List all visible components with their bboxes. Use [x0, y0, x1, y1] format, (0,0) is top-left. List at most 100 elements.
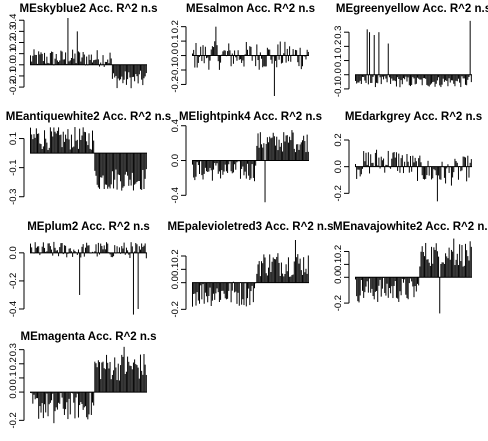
y-tick-label: -0.2: [170, 301, 181, 317]
bar: [363, 151, 365, 167]
bar: [304, 272, 306, 283]
y-tick-label: 0.2: [8, 36, 19, 49]
bar: [103, 368, 105, 393]
bar: [294, 152, 296, 161]
bar: [30, 127, 31, 154]
bar: [192, 160, 193, 165]
bar: [103, 245, 105, 253]
y-tick-label: 0.0: [8, 385, 19, 398]
bar: [104, 61, 106, 65]
bar: [424, 256, 426, 278]
bar: [378, 277, 380, 286]
bar: [130, 242, 132, 253]
bar: [32, 55, 34, 65]
bar: [111, 64, 113, 79]
bar: [303, 135, 305, 161]
bar: [136, 64, 138, 77]
bar: [405, 277, 407, 295]
bar: [199, 282, 201, 304]
bar: [448, 166, 450, 173]
bar: [49, 127, 51, 154]
bar: [193, 160, 195, 178]
bar: [74, 53, 76, 65]
bar: [285, 55, 287, 63]
bar: [231, 282, 233, 291]
bar: [124, 252, 126, 255]
bar: [262, 147, 264, 161]
bar: [466, 74, 468, 86]
chart-panel: MEplum2 Acc. R^2 n.s -0.4 -0.2 0.0: [8, 221, 150, 317]
bar: [365, 152, 367, 167]
bar: [370, 277, 372, 293]
bar: [68, 392, 70, 399]
bar: [134, 251, 136, 253]
bar: [390, 166, 392, 169]
bar: [37, 133, 39, 154]
bar: [359, 74, 361, 81]
bar: [48, 63, 50, 65]
bar: [443, 264, 445, 278]
bar: [209, 55, 211, 61]
bar: [131, 246, 133, 253]
y-tick-label: -0.1: [333, 81, 344, 97]
bar: [42, 392, 44, 419]
bar: [359, 166, 361, 177]
bar: [200, 282, 202, 286]
bar: [282, 151, 284, 161]
bar: [376, 277, 378, 291]
bar: [221, 282, 223, 291]
bar: [124, 153, 126, 175]
bar: [236, 282, 238, 304]
bar: [60, 243, 62, 253]
bar: [246, 282, 248, 299]
bar: [107, 59, 109, 65]
chart-panel: MEskyblue2 Acc. R^2 n.s -0.2-0.10.00.10.2…: [8, 3, 157, 95]
bar: [358, 74, 360, 83]
bar: [289, 46, 291, 56]
bar: [144, 64, 146, 77]
bar: [118, 380, 120, 393]
bar: [436, 166, 438, 202]
bar: [137, 64, 139, 84]
bar: [34, 392, 36, 400]
bar: [125, 371, 127, 393]
bar: [74, 392, 76, 419]
bar: [197, 55, 199, 63]
bar: [369, 32, 371, 75]
bar: [136, 244, 138, 253]
bar: [284, 274, 286, 283]
y-tick-label: 0.0: [333, 68, 344, 81]
bar: [110, 153, 112, 185]
bar: [398, 74, 400, 79]
bar: [263, 143, 265, 161]
bar: [35, 247, 37, 253]
bar: [61, 147, 63, 154]
bar: [290, 140, 292, 161]
y-tick-label: -0.2: [333, 185, 344, 201]
bar: [108, 153, 110, 187]
bar: [65, 245, 67, 253]
bar: [47, 392, 49, 417]
bar: [35, 54, 37, 65]
y-tick-label: 0.0: [333, 271, 344, 284]
bar: [387, 277, 389, 298]
bar: [270, 138, 272, 161]
bar: [306, 134, 308, 161]
bar: [385, 74, 387, 79]
bar: [102, 153, 104, 176]
y-tick-label: -0.1: [170, 62, 181, 78]
bar: [45, 138, 47, 154]
bar: [51, 392, 53, 401]
bar: [88, 245, 90, 253]
bar: [462, 156, 464, 167]
bar: [433, 247, 435, 278]
bar: [463, 156, 465, 167]
bar: [272, 132, 274, 161]
bar: [217, 55, 219, 62]
bar: [125, 64, 127, 85]
bar: [47, 243, 49, 253]
bar: [142, 153, 144, 170]
bar: [99, 362, 101, 393]
bar: [131, 369, 133, 393]
bar: [222, 160, 224, 175]
